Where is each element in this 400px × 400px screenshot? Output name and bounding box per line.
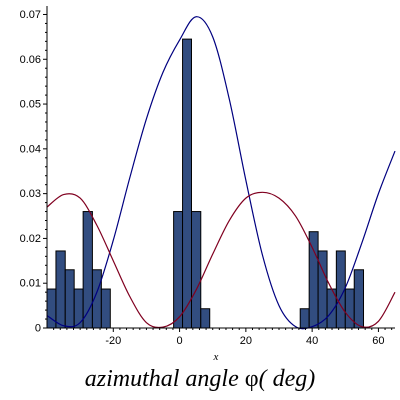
y-tick-label-6: 0.06 bbox=[20, 54, 41, 66]
y-tick-label-4: 0.04 bbox=[20, 143, 41, 155]
histogram-bar-4 bbox=[82, 211, 93, 329]
x-axis-label: x bbox=[213, 351, 219, 360]
x-tick-label-3: 40 bbox=[306, 335, 318, 347]
histogram-bar-0 bbox=[46, 288, 57, 329]
x-tick-label-4: 60 bbox=[372, 335, 384, 347]
histogram-bar-8 bbox=[182, 38, 193, 329]
histogram-bar-1 bbox=[55, 250, 66, 329]
y-tick-label-2: 0.02 bbox=[20, 233, 41, 245]
chart-canvas: 00.010.020.030.040.050.060.07-20 0 20 40 60 … bbox=[20, 6, 396, 360]
histogram-bar-9 bbox=[191, 211, 202, 329]
y-tick-label-7: 0.07 bbox=[20, 9, 41, 21]
histogram-bar-3 bbox=[73, 288, 84, 329]
y-tick-label-3: 0.03 bbox=[20, 188, 41, 200]
histogram-bar-7 bbox=[173, 211, 184, 329]
histogram-bar-11 bbox=[299, 308, 310, 329]
histogram-bar-17 bbox=[353, 269, 365, 329]
caption-prefix: azimuthal angle bbox=[84, 366, 245, 392]
axes: 0 0.01 0.02 0.03 0.04 0.05 0.06 0.07 -20 0 20 40 60 bbox=[20, 6, 395, 347]
histogram-bar-2 bbox=[64, 269, 75, 329]
histogram-bars bbox=[46, 38, 365, 329]
caption-suffix: ( deg) bbox=[258, 366, 316, 392]
y-tick-label-5: 0.05 bbox=[20, 99, 41, 111]
x-tick-label-1: 0 bbox=[177, 335, 183, 347]
x-axis-caption: azimuthal angle φ( deg) bbox=[0, 362, 400, 396]
curve-1 bbox=[46, 191, 396, 329]
x-tick-label-0: -20 bbox=[105, 335, 121, 347]
histogram-bar-12 bbox=[308, 231, 319, 329]
y-tick-label-1: 0.01 bbox=[20, 278, 41, 290]
y-tick-label-0: 0 bbox=[35, 323, 41, 335]
curve-0 bbox=[46, 16, 396, 330]
curves bbox=[46, 16, 396, 330]
histogram-bar-10 bbox=[200, 308, 211, 329]
histogram-bar-16 bbox=[344, 288, 355, 329]
histogram-bar-6 bbox=[100, 288, 111, 329]
caption-symbol: φ bbox=[244, 366, 259, 392]
x-tick-label-2: 20 bbox=[240, 335, 252, 347]
